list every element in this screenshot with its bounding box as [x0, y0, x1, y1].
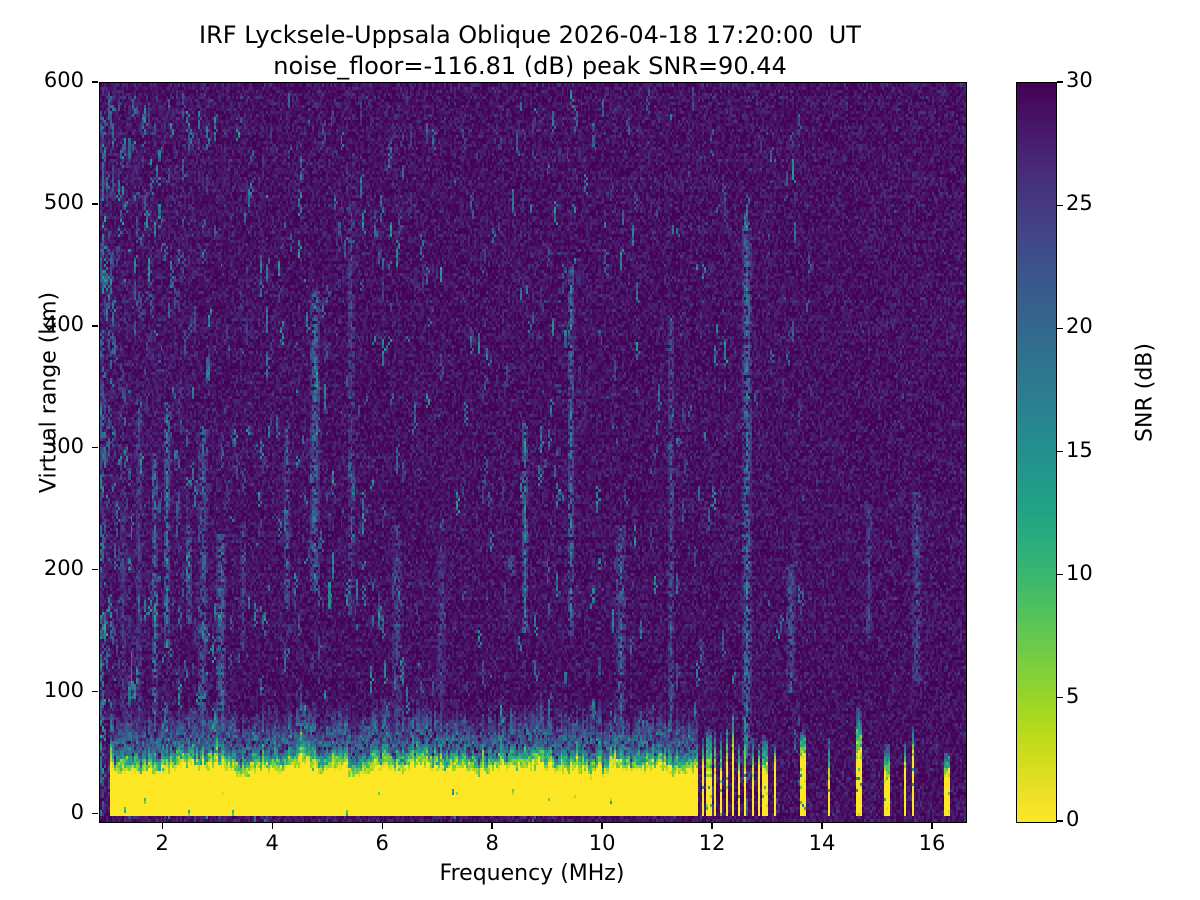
x-tick-label: 8 — [485, 831, 499, 855]
y-tick-label: 0 — [70, 799, 84, 824]
x-tick-mark — [271, 823, 273, 829]
x-tick-label: 16 — [918, 831, 946, 855]
colorbar-tick-label: 0 — [1066, 807, 1080, 831]
colorbar-tick-mark — [1057, 450, 1063, 453]
colorbar-tick-mark — [1057, 204, 1063, 206]
colorbar-tick-mark — [1057, 574, 1063, 576]
colorbar-tick-label: 15 — [1066, 437, 1093, 462]
x-tick-label: 2 — [155, 831, 169, 855]
y-tick-mark — [92, 203, 98, 205]
x-tick-label: 4 — [265, 831, 279, 855]
x-tick-label: 6 — [375, 831, 389, 855]
y-axis-label: Virtual range (km) — [36, 291, 62, 494]
y-tick-label: 200 — [43, 555, 84, 580]
title-line-1: IRF Lycksele-Uppsala Oblique 2026-04-18 … — [199, 21, 861, 49]
colorbar-gradient — [1017, 83, 1056, 822]
x-tick-mark — [161, 823, 163, 829]
colorbar — [1016, 82, 1057, 823]
colorbar-tick-label: 20 — [1066, 314, 1093, 339]
figure-title: IRF Lycksele-Uppsala Oblique 2026-04-18 … — [0, 20, 1060, 81]
colorbar-tick-label: 5 — [1066, 683, 1080, 708]
y-tick-mark — [92, 81, 98, 83]
x-axis-label: Frequency (MHz) — [439, 861, 625, 886]
y-tick-label: 100 — [43, 677, 84, 702]
y-tick-mark — [92, 447, 98, 449]
x-tick-mark — [491, 823, 493, 829]
y-tick-mark — [92, 691, 98, 693]
x-tick-mark — [381, 823, 383, 829]
y-tick-label: 600 — [43, 68, 84, 92]
y-tick-mark — [92, 569, 98, 571]
y-tick-mark — [92, 813, 98, 815]
y-tick-label: 500 — [43, 189, 84, 214]
ionogram-heatmap — [100, 83, 966, 822]
x-tick-mark — [711, 823, 713, 829]
x-tick-mark — [931, 823, 933, 829]
plot-area — [99, 82, 967, 823]
x-tick-label: 12 — [698, 831, 726, 855]
colorbar-tick-label: 25 — [1066, 191, 1093, 216]
title-line-2: noise_floor=-116.81 (dB) peak SNR=90.44 — [273, 51, 787, 80]
y-tick-label: 400 — [43, 311, 84, 336]
colorbar-tick-mark — [1057, 81, 1063, 83]
y-tick-label: 300 — [43, 433, 84, 458]
x-tick-label: 14 — [808, 831, 836, 855]
colorbar-tick-label: 30 — [1066, 68, 1093, 92]
x-tick-mark — [601, 823, 603, 829]
y-tick-mark — [92, 325, 98, 327]
colorbar-label: SNR (dB) — [1132, 343, 1158, 442]
colorbar-tick-label: 10 — [1066, 560, 1093, 585]
colorbar-tick-mark — [1057, 820, 1063, 822]
colorbar-tick-mark — [1057, 697, 1063, 699]
x-tick-label: 10 — [588, 831, 616, 855]
colorbar-tick-mark — [1057, 327, 1063, 329]
x-tick-mark — [821, 823, 823, 829]
